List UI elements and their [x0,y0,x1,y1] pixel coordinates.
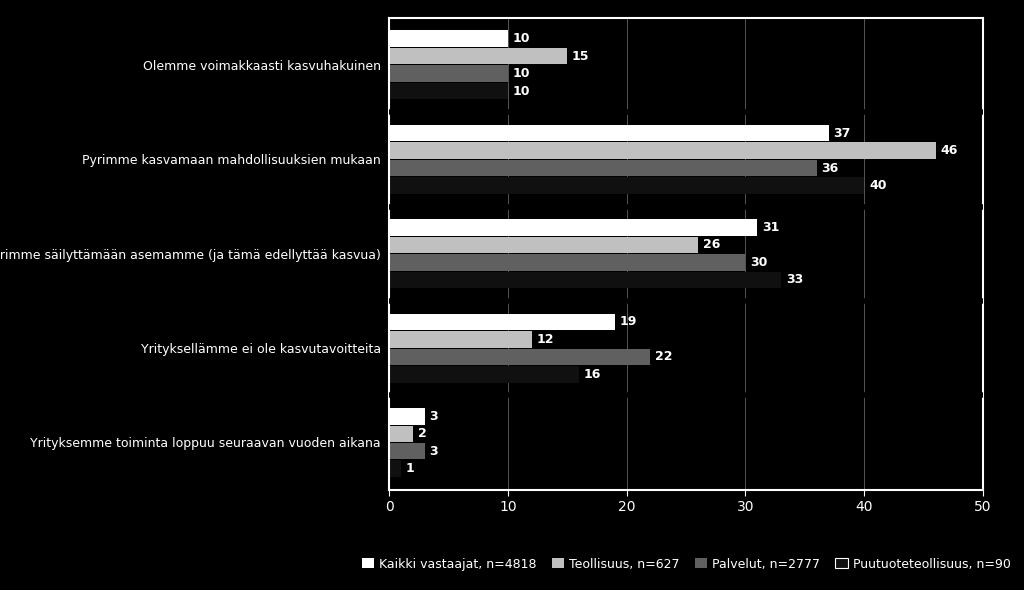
Text: 1: 1 [406,462,415,475]
Text: 10: 10 [513,67,530,80]
Bar [389,142,936,159]
Bar [389,48,567,64]
Text: 40: 40 [869,179,887,192]
Bar [389,237,698,253]
Bar [389,65,508,82]
Bar [389,254,745,271]
Text: 30: 30 [751,256,768,269]
Text: 22: 22 [655,350,673,363]
Text: 2: 2 [418,427,426,440]
Bar [389,425,413,442]
Text: 36: 36 [821,162,839,175]
Bar [389,331,531,348]
Bar [389,460,401,477]
Text: 3: 3 [429,410,438,423]
Text: 26: 26 [702,238,720,251]
Text: 46: 46 [940,144,957,157]
Bar [389,349,650,365]
Text: 31: 31 [762,221,779,234]
Bar [389,443,425,460]
Bar [389,366,580,382]
Text: 10: 10 [513,32,530,45]
Bar [389,177,864,194]
Bar [389,219,758,236]
Text: 19: 19 [620,316,637,329]
Bar [389,271,781,288]
Text: 3: 3 [429,445,438,458]
Bar [389,125,828,142]
Bar [389,314,614,330]
Bar [389,408,425,425]
Text: 16: 16 [584,368,601,381]
Text: 10: 10 [513,84,530,97]
Text: 33: 33 [785,273,803,286]
Bar [389,83,508,99]
Text: 15: 15 [572,50,590,63]
Legend: Kaikki vastaajat, n=4818, Teollisuus, n=627, Palvelut, n=2777, Puutuoteteollisuu: Kaikki vastaajat, n=4818, Teollisuus, n=… [356,553,1016,576]
Bar [389,31,508,47]
Bar [389,160,817,176]
Text: 37: 37 [834,127,851,140]
Text: 12: 12 [537,333,554,346]
